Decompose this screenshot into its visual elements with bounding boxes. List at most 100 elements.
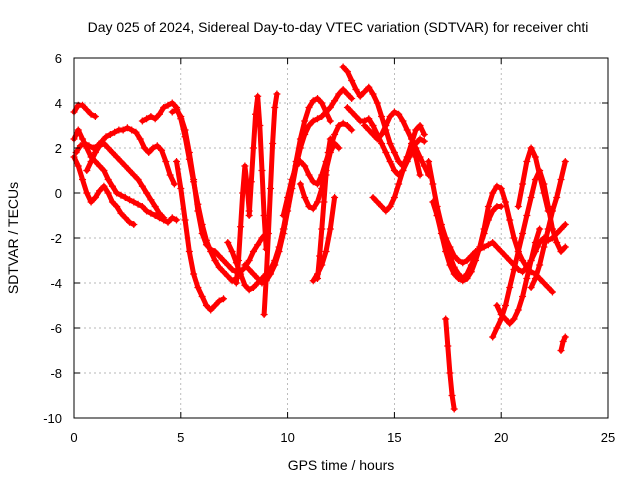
x-axis-ticks: 0 5 10 15 20 25 [70,58,615,445]
data-point-marker [202,241,210,249]
data-point-marker [448,392,456,399]
data-point-marker [425,158,433,165]
data-point-marker [484,216,492,224]
data-point-marker [228,266,236,273]
grid-lines [74,58,608,418]
data-point-marker [76,142,84,150]
series-trace [490,168,568,340]
y-tick-label: -6 [50,321,62,336]
data-point-marker [548,207,556,215]
data-point-marker [83,167,91,174]
data-point-marker [79,176,87,183]
data-point-marker [215,252,223,260]
x-tick-label: 25 [601,430,615,445]
data-point-marker [407,135,415,143]
data-point-marker [331,131,339,138]
series-trace [370,145,423,214]
data-point-marker [501,302,509,309]
data-point-marker [444,342,452,350]
data-point-marker [117,158,125,165]
data-point-marker [519,230,527,237]
data-point-marker [331,194,339,201]
data-point-marker [399,117,407,125]
data-point-marker [501,252,509,260]
data-point-marker [136,135,144,143]
data-point-marker [316,252,324,260]
data-point-marker [378,203,386,210]
data-point-marker [467,268,475,276]
data-point-marker [463,275,471,282]
data-point-marker [390,108,398,116]
data-point-marker [220,268,228,276]
data-point-marker [352,113,360,120]
series-track-7 [168,106,270,276]
data-series [70,63,569,413]
data-point-marker [190,270,198,278]
data-point-marker [493,302,501,309]
data-point-marker [390,167,398,174]
series-track-4 [72,124,178,188]
series-trace [297,141,342,212]
data-point-marker [314,198,322,206]
data-point-marker [305,104,313,111]
data-point-marker [476,243,484,251]
data-point-marker [301,194,309,201]
data-point-marker [305,122,313,129]
data-point-marker [553,194,561,201]
data-point-marker [506,284,514,291]
y-tick-label: -8 [50,366,62,381]
data-point-marker [260,311,268,318]
data-point-marker [501,198,509,206]
data-point-marker [561,158,569,165]
data-point-marker [420,131,428,138]
data-point-marker [356,92,364,100]
data-point-marker [561,333,569,341]
data-point-marker [140,144,148,152]
data-point-marker [168,99,176,107]
data-point-marker [407,144,415,152]
data-point-marker [91,113,99,120]
series-track-28 [514,144,552,215]
data-point-marker [194,284,202,291]
data-point-marker [123,124,131,132]
data-point-marker [510,234,518,242]
x-axis-label: GPS time / hours [288,457,395,473]
data-point-marker [130,198,138,206]
data-point-marker [232,279,240,287]
data-point-marker [348,126,356,134]
data-point-marker [164,101,172,109]
y-tick-label: 2 [55,141,62,156]
data-point-marker [245,257,253,264]
data-point-marker [160,214,168,222]
data-point-marker [416,135,424,143]
data-point-marker [151,203,159,210]
data-point-marker [271,261,279,269]
data-point-marker [536,261,544,269]
y-tick-label: -2 [50,231,62,246]
y-tick-label: -10 [43,411,62,426]
data-point-marker [497,248,505,255]
x-tick-label: 5 [177,430,184,445]
data-point-marker [360,122,368,129]
data-point-marker [74,126,82,134]
data-point-marker [83,106,91,114]
data-point-marker [318,113,326,120]
data-point-marker [126,167,134,174]
data-point-marker [102,133,110,141]
data-point-marker [254,92,262,100]
series-track-25 [429,198,505,285]
data-point-marker [523,158,531,165]
data-point-marker [100,182,108,190]
data-point-marker [89,144,97,152]
data-point-marker [519,257,527,264]
series-track-20 [360,108,433,179]
data-point-marker [138,203,146,210]
data-point-marker [93,142,101,150]
data-point-marker [134,200,142,208]
data-point-marker [108,149,116,156]
data-point-marker [335,122,343,129]
data-point-marker [151,115,159,123]
series-track-13 [232,162,253,287]
data-point-marker [128,126,136,134]
data-point-marker [173,106,181,114]
